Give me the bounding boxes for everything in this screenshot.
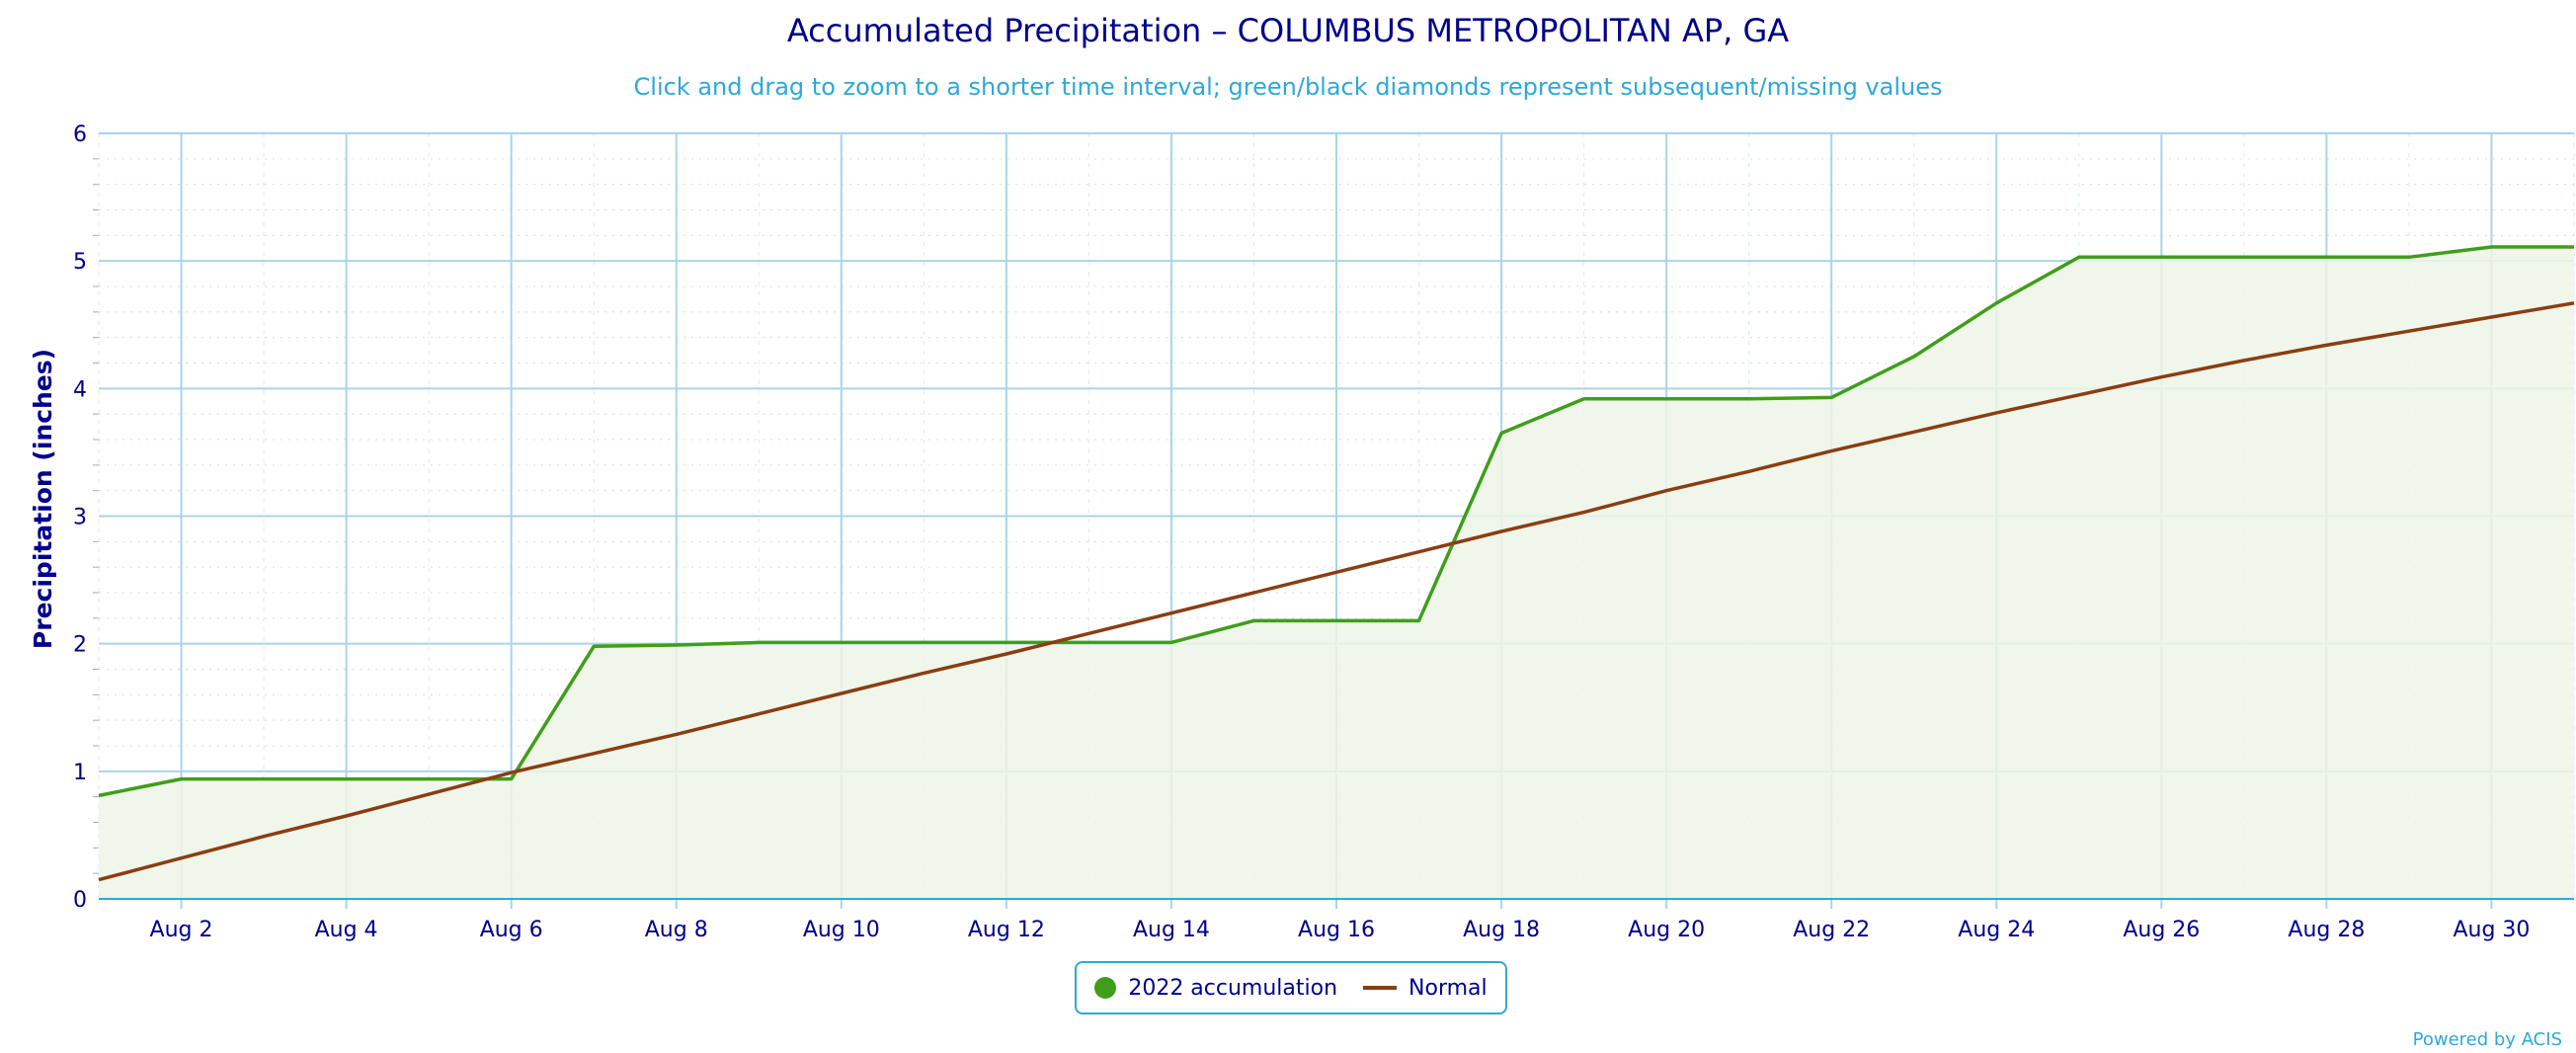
data-point-1[interactable] — [920, 669, 927, 677]
x-tick-label: Aug 4 — [315, 918, 378, 942]
data-point-1[interactable] — [1827, 447, 1835, 455]
data-point-0[interactable] — [343, 775, 351, 783]
data-point-0[interactable] — [2240, 253, 2248, 261]
data-point-0[interactable] — [425, 775, 433, 783]
data-point-0[interactable] — [1249, 616, 1257, 624]
data-point-0[interactable] — [1992, 299, 2000, 307]
axes: 0 1 2 3 4 5 6 Aug 2 Aug 4 Aug 6 Aug 8 Aug 10 Aug 12 A… — [73, 122, 2574, 942]
x-tick-label: Aug 18 — [1463, 918, 1540, 942]
legend-marker-2022 — [1094, 977, 1117, 999]
series-line-1[interactable] — [98, 301, 2575, 882]
data-point-1[interactable] — [1580, 509, 1588, 517]
data-point-0[interactable] — [1745, 395, 1753, 403]
data-point-1[interactable] — [178, 854, 186, 862]
x-tick-label: Aug 16 — [1298, 918, 1375, 942]
y-tick-label: 0 — [73, 888, 87, 913]
x-tick-label: Aug 30 — [2453, 918, 2530, 942]
data-point-1[interactable] — [1167, 609, 1175, 617]
x-tick-label: Aug 6 — [480, 918, 543, 942]
data-point-1[interactable] — [2075, 391, 2083, 399]
data-point-1[interactable] — [343, 812, 351, 820]
series-area-0 — [99, 247, 2574, 899]
data-point-0[interactable] — [920, 638, 927, 646]
data-point-0[interactable] — [1580, 395, 1588, 403]
data-point-1[interactable] — [1332, 568, 1340, 576]
x-tick-label: Aug 14 — [1133, 918, 1210, 942]
data-point-1[interactable] — [260, 833, 268, 841]
data-point-0[interactable] — [590, 642, 598, 650]
data-point-1[interactable] — [1910, 428, 1918, 436]
data-point-0[interactable] — [178, 775, 186, 783]
y-tick-label: 4 — [73, 377, 87, 402]
series-line-0[interactable] — [98, 245, 2574, 798]
data-point-0[interactable] — [673, 641, 681, 649]
data-point-1[interactable] — [2487, 313, 2495, 321]
data-point-0[interactable] — [1003, 638, 1010, 646]
data-point-1[interactable] — [95, 876, 103, 884]
data-point-0[interactable] — [2322, 253, 2330, 261]
legend-item-2022-accumulation[interactable]: 2022 accumulation — [1094, 976, 1337, 1001]
data-point-1[interactable] — [1085, 629, 1092, 637]
chart-subtitle: Click and drag to zoom to a shorter time… — [633, 73, 1943, 101]
data-point-0[interactable] — [1085, 638, 1092, 646]
data-point-1[interactable] — [1497, 527, 1505, 535]
legend-label-2022: 2022 accumulation — [1128, 975, 1338, 1001]
y-tick-label: 2 — [73, 633, 87, 658]
data-point-0[interactable] — [1827, 393, 1835, 401]
data-point-0[interactable] — [2075, 253, 2083, 261]
y-axis-label: Precipitation (inches) — [29, 349, 57, 649]
x-tick-label: Aug 24 — [1958, 918, 2035, 942]
data-point-1[interactable] — [2157, 373, 2165, 381]
data-point-0[interactable] — [2487, 243, 2495, 251]
data-point-1[interactable] — [755, 710, 763, 718]
data-point-0[interactable] — [838, 638, 845, 646]
x-tick-label: Aug 28 — [2288, 918, 2365, 942]
data-point-0[interactable] — [1332, 616, 1340, 624]
data-point-1[interactable] — [590, 750, 598, 758]
data-point-1[interactable] — [673, 730, 681, 738]
chart-title: Accumulated Precipitation – COLUMBUS MET… — [786, 12, 1790, 49]
y-tick-label: 5 — [73, 250, 87, 275]
data-point-0[interactable] — [1415, 616, 1423, 624]
data-point-1[interactable] — [1415, 548, 1423, 556]
data-point-0[interactable] — [1910, 353, 1918, 361]
data-point-1[interactable] — [1745, 467, 1753, 475]
data-point-1[interactable] — [2322, 341, 2330, 349]
data-point-1[interactable] — [1992, 409, 2000, 417]
data-point-0[interactable] — [1167, 638, 1175, 646]
data-point-0[interactable] — [95, 791, 103, 799]
data-point-0[interactable] — [2157, 253, 2165, 261]
data-point-0[interactable] — [1662, 395, 1670, 403]
legend: 2022 accumulation Normal — [1075, 961, 1507, 1014]
y-tick-label: 3 — [73, 506, 87, 530]
data-point-1[interactable] — [1003, 650, 1010, 658]
data-point-1[interactable] — [425, 790, 433, 798]
data-point-1[interactable] — [2405, 327, 2413, 335]
x-tick-label: Aug 12 — [968, 918, 1045, 942]
x-tick-label: Aug 10 — [803, 918, 880, 942]
data-point-0[interactable] — [2405, 253, 2413, 261]
series-layer — [95, 243, 2575, 899]
x-tick-label: Aug 8 — [645, 918, 708, 942]
data-point-0[interactable] — [755, 638, 763, 646]
data-point-1[interactable] — [508, 769, 516, 776]
x-tick-label: Aug 26 — [2123, 918, 2200, 942]
legend-marker-normal — [1363, 986, 1398, 990]
x-tick-label: Aug 20 — [1628, 918, 1705, 942]
legend-label-normal: Normal — [1409, 975, 1488, 1001]
data-point-0[interactable] — [1497, 430, 1505, 438]
data-point-1[interactable] — [838, 689, 845, 697]
y-tick-label: 6 — [73, 122, 87, 147]
y-tick-label: 1 — [73, 761, 87, 785]
powered-by-credit[interactable]: Powered by ACIS — [2412, 1029, 2562, 1050]
data-point-1[interactable] — [1662, 487, 1670, 495]
x-tick-label: Aug 2 — [150, 918, 213, 942]
data-point-1[interactable] — [1249, 589, 1257, 597]
data-point-1[interactable] — [2240, 357, 2248, 364]
legend-item-normal[interactable]: Normal — [1363, 976, 1488, 1001]
x-tick-label: Aug 22 — [1793, 918, 1870, 942]
data-point-0[interactable] — [260, 775, 268, 783]
